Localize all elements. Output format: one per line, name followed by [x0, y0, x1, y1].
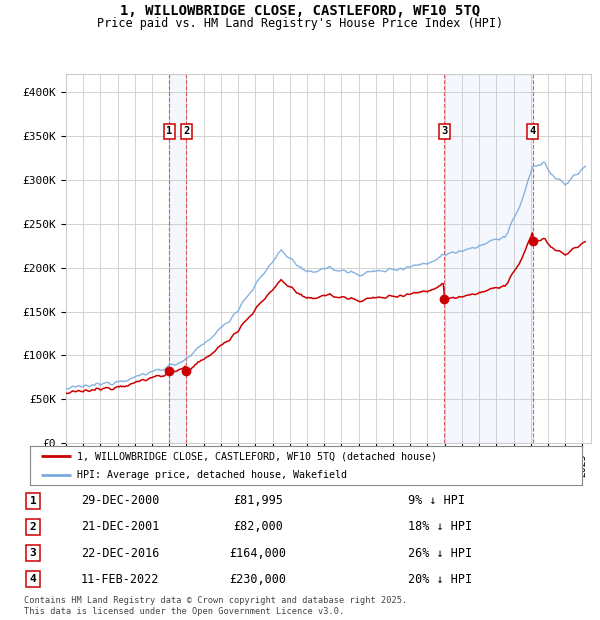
Text: 1: 1 — [29, 496, 37, 506]
Text: 20% ↓ HPI: 20% ↓ HPI — [408, 573, 472, 585]
Text: 2: 2 — [29, 522, 37, 532]
Text: 3: 3 — [29, 548, 37, 558]
Text: 26% ↓ HPI: 26% ↓ HPI — [408, 547, 472, 559]
Text: 2: 2 — [184, 126, 190, 136]
Bar — [445, 74, 533, 443]
Text: £81,995: £81,995 — [233, 495, 283, 507]
Text: 4: 4 — [530, 126, 536, 136]
Text: 21-DEC-2001: 21-DEC-2001 — [81, 521, 159, 533]
Text: 22-DEC-2016: 22-DEC-2016 — [81, 547, 159, 559]
Text: 3: 3 — [441, 126, 448, 136]
Text: 4: 4 — [29, 574, 37, 584]
Text: 11-FEB-2022: 11-FEB-2022 — [81, 573, 159, 585]
Text: 1, WILLOWBRIDGE CLOSE, CASTLEFORD, WF10 5TQ: 1, WILLOWBRIDGE CLOSE, CASTLEFORD, WF10 … — [120, 4, 480, 19]
Text: 9% ↓ HPI: 9% ↓ HPI — [408, 495, 465, 507]
Text: 1: 1 — [166, 126, 172, 136]
Text: 1, WILLOWBRIDGE CLOSE, CASTLEFORD, WF10 5TQ (detached house): 1, WILLOWBRIDGE CLOSE, CASTLEFORD, WF10 … — [77, 451, 437, 461]
Bar — [169, 74, 187, 443]
Text: £164,000: £164,000 — [229, 547, 287, 559]
Text: Contains HM Land Registry data © Crown copyright and database right 2025.
This d: Contains HM Land Registry data © Crown c… — [24, 596, 407, 616]
Text: 29-DEC-2000: 29-DEC-2000 — [81, 495, 159, 507]
Text: 18% ↓ HPI: 18% ↓ HPI — [408, 521, 472, 533]
Text: Price paid vs. HM Land Registry's House Price Index (HPI): Price paid vs. HM Land Registry's House … — [97, 17, 503, 30]
Text: HPI: Average price, detached house, Wakefield: HPI: Average price, detached house, Wake… — [77, 470, 347, 480]
Text: £230,000: £230,000 — [229, 573, 287, 585]
Text: £82,000: £82,000 — [233, 521, 283, 533]
